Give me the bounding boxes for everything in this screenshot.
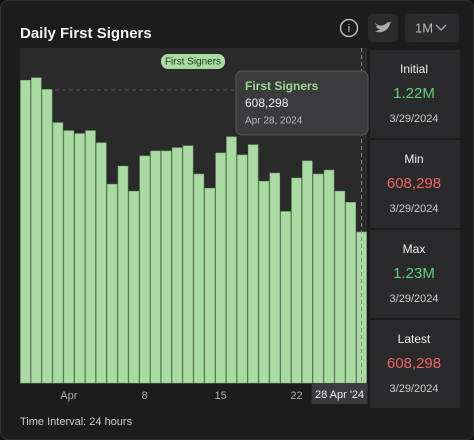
stat-value: 1.22M <box>393 85 435 102</box>
bar <box>204 187 215 384</box>
stat-date: 3/29/2024 <box>390 383 439 395</box>
info-glyph: i <box>348 23 350 35</box>
x-tick-label: 22 <box>290 390 302 402</box>
bar <box>280 211 291 384</box>
bar <box>237 154 248 384</box>
x-tick-label: 15 <box>214 390 226 402</box>
bar <box>74 133 85 384</box>
bar <box>334 190 346 384</box>
stat-box <box>370 50 460 138</box>
bar <box>20 79 31 384</box>
tooltip <box>235 70 369 136</box>
bar <box>269 172 281 384</box>
bar <box>106 183 118 384</box>
tooltip-date: Apr 28, 2024 <box>245 116 303 127</box>
bar <box>128 190 140 384</box>
stat-label: Max <box>403 242 426 256</box>
bar <box>172 147 183 384</box>
x-tick-label: 8 <box>142 390 148 402</box>
bar <box>139 155 150 384</box>
bar <box>312 173 324 384</box>
stat-box <box>370 320 460 408</box>
twitter-icon <box>375 21 391 33</box>
title: Daily First Signers <box>20 25 152 42</box>
stat-value: 1.23M <box>393 265 435 282</box>
bar <box>52 122 64 384</box>
bar <box>258 180 270 384</box>
stat-box <box>370 230 460 318</box>
bar <box>63 130 75 384</box>
bar <box>41 89 53 384</box>
stat-value: 608,298 <box>387 355 441 372</box>
bar <box>96 142 107 384</box>
bar <box>31 77 42 384</box>
info-button[interactable]: i <box>339 18 359 38</box>
x-tick-label: Apr <box>60 390 77 402</box>
stat-date: 3/29/2024 <box>390 113 439 125</box>
range-label: 1M <box>415 20 433 35</box>
tooltip-value: 608,298 <box>245 96 289 110</box>
bar <box>247 144 259 384</box>
range-select[interactable] <box>405 14 459 42</box>
legend-chip <box>161 54 225 69</box>
bar <box>323 169 335 384</box>
bar <box>182 145 194 384</box>
bar <box>117 165 129 384</box>
stat-label: Latest <box>398 332 431 346</box>
bar <box>226 136 237 384</box>
bar <box>85 130 96 384</box>
x-highlight <box>311 384 368 404</box>
bar <box>161 150 172 384</box>
info-icon[interactable] <box>339 18 359 38</box>
stat-label: Initial <box>400 62 428 76</box>
x-tick-label: 28 Apr '24 <box>315 389 364 401</box>
bar <box>345 202 356 384</box>
bar <box>150 150 161 384</box>
stat-value: 608,298 <box>387 175 441 192</box>
footer: Time Interval: 24 hours <box>20 416 133 428</box>
stat-box <box>370 140 460 228</box>
bar <box>291 177 302 384</box>
stat-date: 3/29/2024 <box>390 293 439 305</box>
bar <box>302 160 313 384</box>
chevron <box>435 24 447 31</box>
bar <box>215 152 226 384</box>
bar <box>193 173 205 384</box>
tooltip-title: First Signers <box>245 79 319 93</box>
stat-label: Min <box>404 152 423 166</box>
legend-label: First Signers <box>165 57 221 68</box>
stat-date: 3/29/2024 <box>390 203 439 215</box>
